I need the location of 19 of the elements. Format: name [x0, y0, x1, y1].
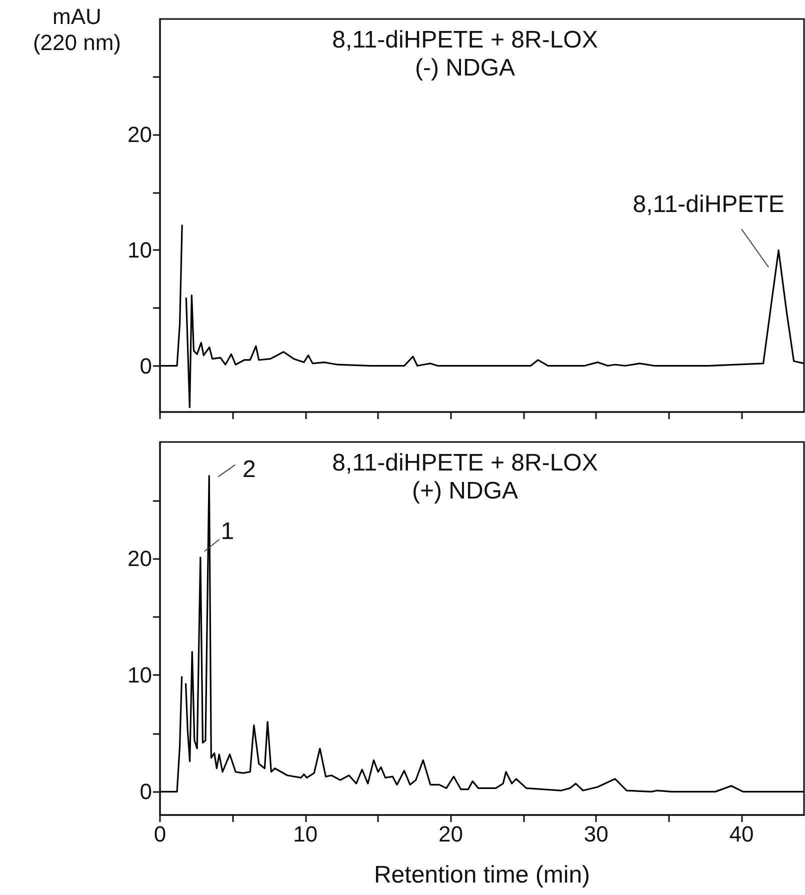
- text: (+) NDGA: [412, 478, 518, 504]
- x-axis-title: Retention time (min): [374, 862, 590, 888]
- y-tick-label: 10: [128, 238, 152, 263]
- x-tick-label: 10: [293, 822, 318, 846]
- chart-title: 8,11-diHPETE + 8R-LOX: [332, 450, 598, 476]
- y-tick-label: 10: [128, 662, 152, 688]
- annotation: 8,11-diHPETE: [632, 191, 784, 220]
- y-axis-title: mAU (220 nm): [32, 4, 122, 56]
- x-tick-label: 40: [729, 822, 754, 846]
- y-tick-label: 0: [140, 353, 152, 378]
- annotation: 1: [220, 518, 234, 546]
- text: (-) NDGA: [415, 54, 515, 82]
- chart-title: 8,11-diHPETE + 8R-LOX: [332, 26, 598, 54]
- annotation: 2: [242, 456, 256, 484]
- x-tick-label: 20: [438, 822, 463, 846]
- x-tick-label: 30: [584, 822, 608, 846]
- y-tick-label: 0: [140, 779, 152, 804]
- y-tick-label: 20: [128, 122, 152, 148]
- y-tick-label: 20: [128, 546, 152, 572]
